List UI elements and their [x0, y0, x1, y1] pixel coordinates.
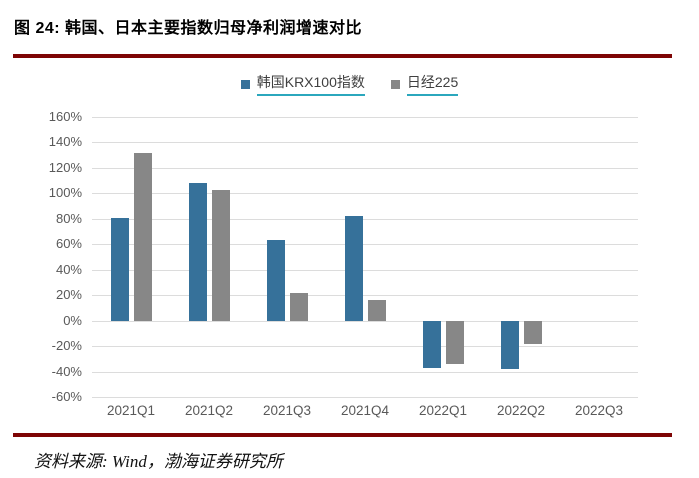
bar-日经225-2021Q1 — [133, 152, 152, 321]
gridline-100 — [92, 193, 638, 195]
x-tick-label-2021Q2: 2021Q2 — [184, 403, 234, 418]
bar-日经225-2022Q1 — [445, 320, 464, 364]
x-axis-labels: 2021Q1 2021Q2 2021Q3 2021Q4 2022Q1 2022Q2 2022… — [92, 403, 638, 418]
bar-日经225-2021Q2 — [211, 189, 230, 321]
x-tick-label-2022Q1: 2022Q1 — [418, 403, 468, 418]
bar-韩国KRX100指数-2022Q2 — [500, 320, 519, 369]
gridline-80 — [92, 218, 638, 220]
gridline-140 — [92, 142, 638, 144]
gridline-120 — [92, 167, 638, 169]
y-axis-labels: 160% 140% 120% 100% 80% 60% 40% 20% 0% -20% -40% -6… — [20, 109, 82, 404]
legend-label-nikkei225: 日经225 — [406, 72, 459, 96]
x-tick-label-2022Q2: 2022Q2 — [496, 403, 546, 418]
bar-韩国KRX100指数-2021Q4 — [344, 216, 363, 321]
y-tick-label: -20% — [51, 338, 82, 354]
y-tick-label: 160% — [48, 109, 82, 124]
bar-韩国KRX100指数-2021Q3 — [266, 240, 285, 321]
bar-韩国KRX100指数-2022Q1 — [422, 320, 441, 368]
gridline-0 — [92, 320, 638, 322]
y-tick-label: 20% — [55, 287, 82, 303]
x-tick-label-2021Q4: 2021Q4 — [340, 403, 390, 418]
source-note: 资料来源: Wind，渤海证券研究所 — [34, 452, 283, 471]
y-tick-label: 60% — [55, 236, 82, 252]
x-tick-label-2021Q3: 2021Q3 — [262, 403, 312, 418]
gridline--60 — [92, 397, 638, 398]
bar-日经225-2022Q2 — [523, 320, 542, 344]
y-tick-label: 120% — [48, 159, 82, 175]
krx100-swatch-icon — [240, 79, 250, 89]
y-tick-label: 100% — [48, 185, 82, 201]
x-tick-label-2022Q3: 2022Q3 — [574, 403, 624, 418]
gridline-40 — [92, 269, 638, 271]
legend-item-nikkei225: 日经225 — [390, 72, 459, 96]
y-tick-label: -60% — [51, 389, 82, 404]
figure-title: 图 24: 韩国、日本主要指数归母净利润增速对比 — [14, 20, 363, 37]
gridline-60 — [92, 244, 638, 246]
nikkei225-swatch-icon — [390, 79, 400, 89]
bar-日经225-2021Q4 — [367, 300, 386, 321]
bar-韩国KRX100指数-2021Q1 — [110, 217, 129, 321]
title-divider-line — [13, 54, 672, 58]
plot-area — [92, 117, 638, 398]
gridline-160 — [92, 117, 638, 118]
y-tick-label: 80% — [55, 210, 82, 226]
legend-label-krx100: 韩国KRX100指数 — [256, 72, 365, 96]
y-tick-label: 0% — [63, 312, 82, 328]
y-tick-label: -40% — [51, 363, 82, 379]
legend-item-krx100: 韩国KRX100指数 — [240, 72, 365, 96]
x-tick-label-2021Q1: 2021Q1 — [106, 403, 156, 418]
footer-divider-line — [13, 433, 672, 437]
bar-日经225-2021Q3 — [289, 292, 308, 321]
gridline--20 — [92, 346, 638, 348]
y-tick-label: 40% — [55, 261, 82, 277]
bar-韩国KRX100指数-2021Q2 — [188, 183, 207, 321]
gridline--40 — [92, 371, 638, 373]
chart-legend: 韩国KRX100指数 日经225 — [0, 72, 699, 96]
y-tick-label: 140% — [48, 134, 82, 150]
gridline-20 — [92, 295, 638, 297]
